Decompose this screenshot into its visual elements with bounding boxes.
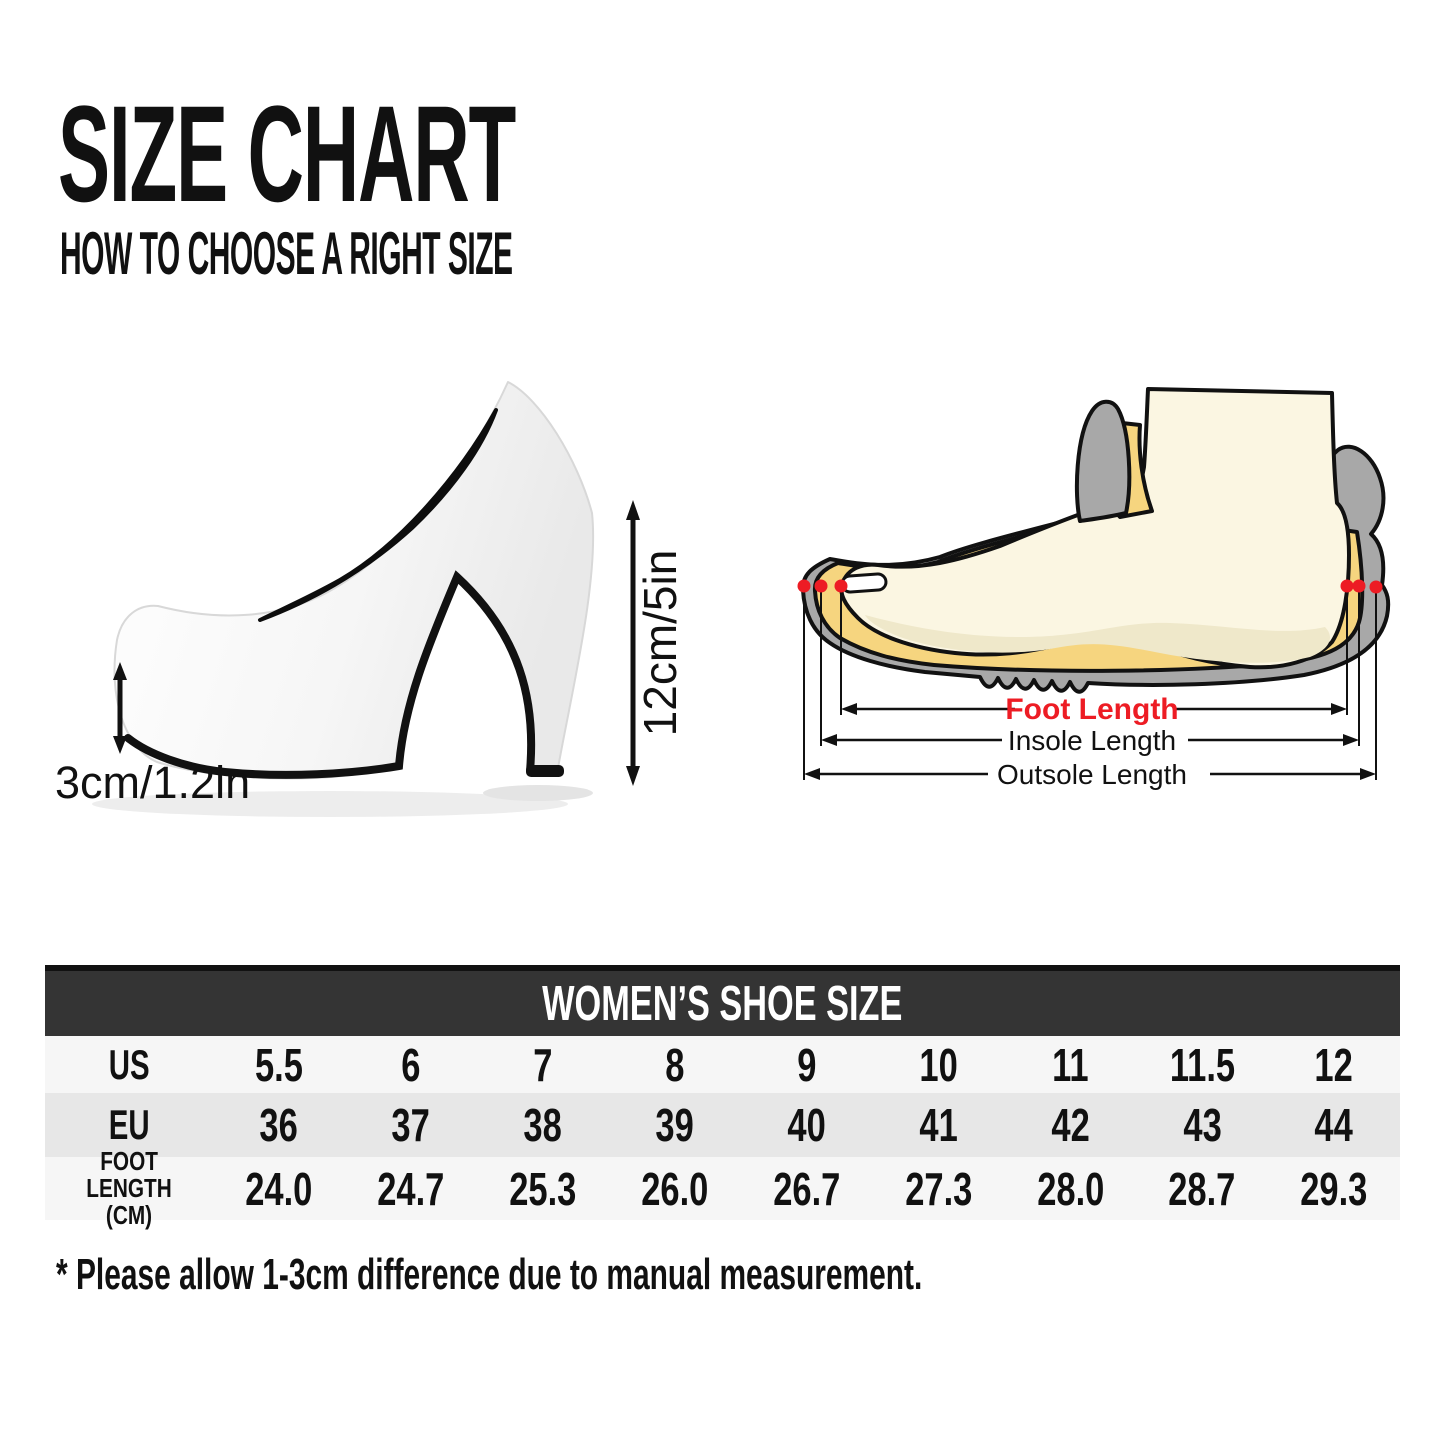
heel-tip-shadow: [483, 785, 593, 801]
shoe-shadow: [92, 791, 568, 817]
insole-length-label: Insole Length: [1008, 725, 1176, 756]
row-label-foot-length-line2: LENGTH (CM): [86, 1172, 172, 1231]
eu-size-value: 41: [919, 1099, 958, 1151]
heel-tip: [526, 765, 564, 777]
measurement-footnote: * Please allow 1-3cm difference due to m…: [56, 1250, 923, 1299]
shoe-topline-opening: [258, 408, 498, 622]
foot-measurement-diagram: Foot Length Insole Length Outsole Length: [797, 387, 1391, 790]
heel-height-arrow: [626, 500, 640, 786]
eu-size-value: 43: [1182, 1099, 1222, 1151]
eu-size-value: 36: [259, 1099, 299, 1151]
size-table-header: WOMEN’S SHOE SIZE: [45, 971, 1400, 1036]
foot-length-value: 26.0: [641, 1162, 709, 1215]
measurement-dots: [797, 579, 1383, 594]
toenail: [840, 572, 888, 594]
heel-height-label: 12cm/5in: [634, 550, 686, 737]
table-row-eu: EU 36 37 38 39 40 41 42 43 44: [45, 1093, 1400, 1157]
us-size-value: 6: [401, 1038, 421, 1091]
us-size-value: 10: [919, 1038, 958, 1091]
foot-length-dimension: [841, 703, 1347, 715]
heel-shoe-illustration: 3cm/1.2in 12cm/5in: [55, 381, 686, 817]
shoe-body: [113, 381, 595, 780]
table-row-us: US 5.5 6 7 8 9 10 11 11.5 12: [45, 1036, 1400, 1093]
size-table-title: WOMEN’S SHOE SIZE: [542, 976, 903, 1031]
row-label-eu: EU: [108, 1101, 150, 1148]
row-label-foot-length-line1: FOOT: [100, 1145, 158, 1176]
platform-height-label: 3cm/1.2in: [55, 757, 250, 808]
foot-length-value: 27.3: [904, 1162, 972, 1215]
foot-length-value: 28.7: [1168, 1162, 1236, 1215]
outsole-length-label: Outsole Length: [997, 759, 1187, 790]
foot-length-value: 24.7: [377, 1162, 445, 1215]
insole-length-dimension: [821, 734, 1359, 746]
page-subtitle: HOW TO CHOOSE A RIGHT SIZE: [60, 220, 513, 287]
foot-length-value: 25.3: [509, 1162, 577, 1215]
shoe-tongue-flap: [1074, 399, 1132, 523]
foot-length-value: 26.7: [772, 1162, 841, 1215]
table-row-foot-length: FOOT LENGTH (CM) 24.0 24.7 25.3 26.0 26.…: [45, 1147, 1400, 1229]
us-size-value: 5.5: [254, 1038, 303, 1091]
eu-size-value: 44: [1314, 1099, 1354, 1151]
eu-size-value: 42: [1051, 1099, 1090, 1151]
eu-size-value: 38: [523, 1099, 562, 1151]
foot-length-value: 28.0: [1036, 1162, 1104, 1215]
us-size-value: 9: [796, 1038, 817, 1091]
foot-length-value: 24.0: [245, 1162, 313, 1215]
size-table: WOMEN’S SHOE SIZE US 5.5 6 7 8 9 10 11 1…: [45, 965, 1400, 1229]
shoe-sole-trim: [124, 570, 536, 779]
extension-lines: [803, 592, 1377, 780]
row-label-us: US: [108, 1040, 150, 1088]
us-size-value: 7: [533, 1038, 553, 1091]
foot-sole-shading: [865, 615, 1330, 663]
eu-size-value: 37: [391, 1099, 431, 1151]
illustration: 3cm/1.2in 12cm/5in: [55, 381, 1391, 817]
page-title: SIZE CHART: [58, 78, 516, 231]
us-size-value: 8: [665, 1038, 685, 1091]
us-size-value: 12: [1314, 1038, 1354, 1091]
platform-height-arrow: [113, 662, 127, 754]
foot-length-value: 29.3: [1300, 1162, 1368, 1215]
eu-size-value: 39: [655, 1099, 694, 1151]
us-size-value: 11.5: [1169, 1038, 1235, 1091]
us-size-value: 11: [1052, 1038, 1089, 1091]
eu-size-value: 40: [787, 1099, 826, 1151]
foot-length-label: Foot Length: [1005, 693, 1178, 726]
outsole-length-dimension: [804, 768, 1376, 780]
